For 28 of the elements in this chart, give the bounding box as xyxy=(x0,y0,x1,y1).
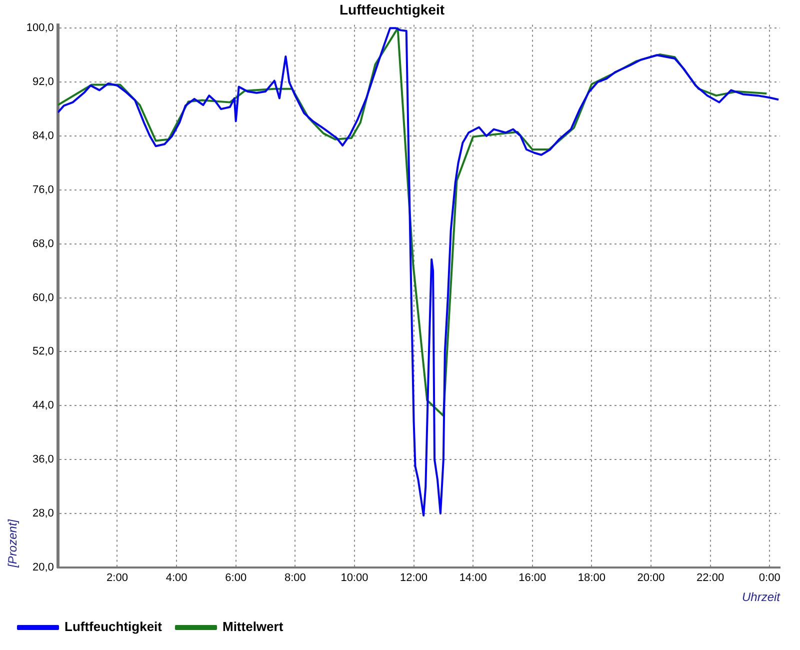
chart-title: Luftfeuchtigkeit xyxy=(340,1,445,18)
x-tick-label: 22:00 xyxy=(696,572,724,584)
x-axis-title: Uhrzeit xyxy=(742,590,781,604)
x-tick-label: 18:00 xyxy=(578,572,606,584)
y-tick-label: 100,0 xyxy=(26,22,54,34)
x-tick-label: 14:00 xyxy=(459,572,487,584)
y-tick-label: 36,0 xyxy=(32,454,54,466)
x-tick-label: 4:00 xyxy=(166,572,188,584)
y-axis-title: [Prozent] xyxy=(6,518,20,568)
y-tick-label: 76,0 xyxy=(32,184,54,196)
x-tick-label: 8:00 xyxy=(284,572,306,584)
y-tick-label: 60,0 xyxy=(32,292,54,304)
x-tick-label: 20:00 xyxy=(637,572,665,584)
x-tick-label: 0:00 xyxy=(758,572,780,584)
y-tick-label: 44,0 xyxy=(32,400,54,412)
legend-label: Mittelwert xyxy=(222,619,284,634)
y-tick-label: 28,0 xyxy=(32,508,54,520)
x-tick-label: 6:00 xyxy=(225,572,247,584)
y-tick-label: 92,0 xyxy=(32,76,54,88)
x-tick-label: 10:00 xyxy=(340,572,368,584)
x-tick-label: 16:00 xyxy=(518,572,546,584)
legend-label: Luftfeuchtigkeit xyxy=(64,619,163,634)
x-tick-label: 12:00 xyxy=(400,572,428,584)
y-tick-label: 52,0 xyxy=(32,346,54,358)
y-tick-label: 68,0 xyxy=(32,238,54,250)
y-tick-label: 20,0 xyxy=(32,561,54,574)
x-tick-label: 2:00 xyxy=(106,572,128,584)
y-tick-label: 84,0 xyxy=(32,130,54,142)
